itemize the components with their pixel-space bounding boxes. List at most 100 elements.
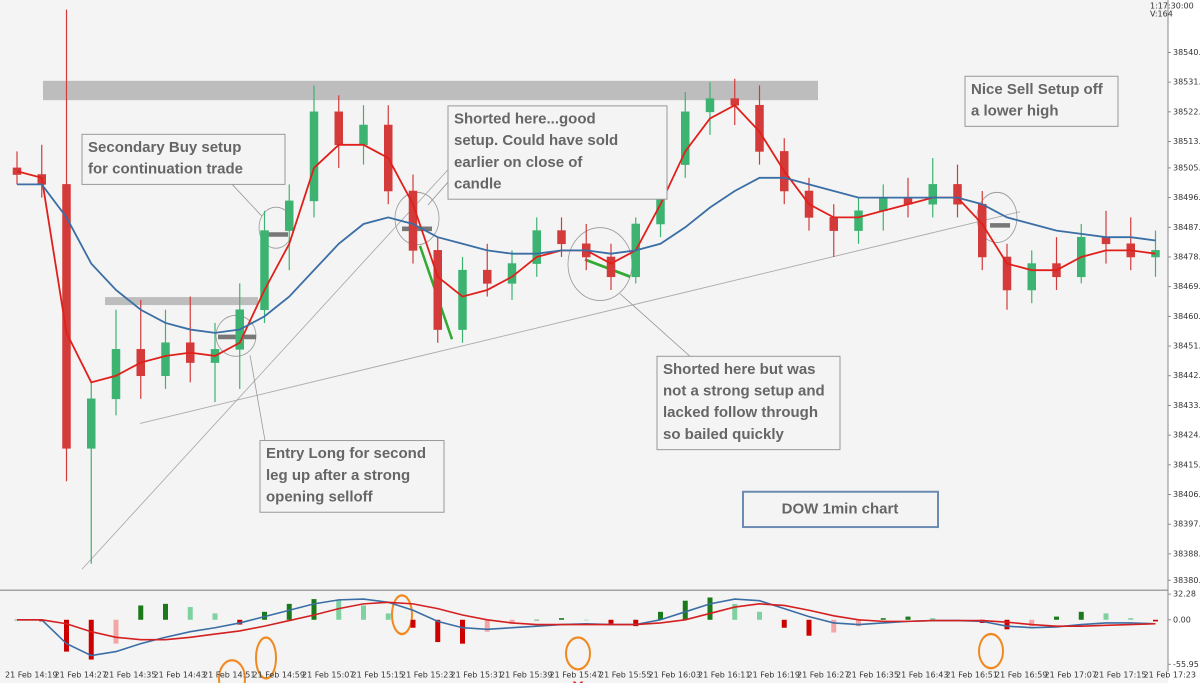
histogram-bar (484, 619, 490, 632)
annotation-text: for continuation trade (88, 161, 243, 178)
candle-body (359, 124, 368, 146)
x-tick-label: 21 Feb 14:27 (55, 671, 107, 680)
histogram-bar (534, 619, 540, 621)
annotation-text: opening selloff (266, 488, 374, 505)
header-volume: V:164 (1150, 10, 1173, 19)
histogram-bar (1153, 619, 1158, 622)
histogram-bar (410, 619, 416, 628)
y-tick-label: 38415. (1173, 460, 1200, 469)
candle-body (433, 250, 442, 330)
x-tick-label: 21 Feb 15:39 (500, 671, 552, 680)
candle-body (1101, 236, 1111, 245)
y-tick-label: 38513. (1173, 137, 1200, 146)
plot-area (0, 0, 1171, 683)
title-box (742, 490, 939, 529)
histogram-bar (905, 616, 911, 620)
x-tick-label: 21 Feb 15:47 (550, 671, 602, 680)
histogram-bar (930, 618, 936, 620)
annotation-text: leg up after a strong (266, 467, 410, 484)
x-tick-label: 21 Feb 14:43 (154, 671, 206, 680)
annotation-text: Entry Long for second (266, 445, 426, 462)
header-time: 1:17:30:00 (1150, 2, 1194, 11)
histogram-bar (608, 619, 614, 624)
candle-body (161, 342, 170, 377)
x-tick-label: 21 Feb 16:27 (797, 671, 849, 680)
annotation-text: not a strong setup and (663, 383, 825, 400)
x-tick-label: 21 Feb 15:15 (352, 671, 404, 680)
indicator-line (17, 602, 1156, 639)
histogram-bar (1054, 616, 1059, 620)
annotation-box (447, 105, 668, 200)
candle-body (458, 269, 467, 330)
histogram-bar (138, 605, 144, 620)
histogram-bar (1029, 619, 1035, 627)
histogram-bar (559, 618, 564, 620)
annotation-text: Secondary Buy setup (88, 139, 241, 156)
candle-body (879, 197, 888, 212)
y-tick-label: 38424. (1173, 431, 1200, 440)
histogram-bar (336, 599, 342, 620)
histogram-bar (707, 597, 713, 620)
histogram-bar (187, 607, 193, 620)
trend-line (81, 145, 471, 570)
candle-body (854, 210, 863, 231)
annotation-text: candle (454, 175, 502, 192)
x-tick-label: 21 Feb 17:15 (1094, 671, 1146, 680)
histogram-bar (633, 619, 639, 627)
y-tick-label: 38531. (1173, 78, 1200, 87)
x-tick-label: 21 Feb 17:23 (1144, 671, 1196, 680)
chart-title: DOW 1min chart (782, 500, 899, 517)
histogram-bar (856, 619, 861, 627)
annotation-text: a lower high (971, 103, 1059, 120)
annotation-text: lacked follow through (663, 404, 818, 421)
candle-body (978, 203, 987, 258)
histogram-bar (658, 611, 663, 620)
histogram-bar (732, 603, 738, 620)
histogram-bar (757, 611, 762, 620)
candle-body (309, 111, 319, 202)
histogram-bar (212, 613, 218, 620)
histogram-bar (64, 619, 69, 652)
candle-body (705, 98, 715, 113)
signal-marker: X (572, 678, 584, 683)
annotation-box (81, 133, 286, 185)
y-tick-label: 38496. (1173, 193, 1200, 202)
histogram-bar (509, 619, 515, 624)
y-tick-label: 38442. (1173, 371, 1200, 380)
histogram-bar (583, 619, 589, 621)
histogram-bar (286, 603, 292, 620)
y-tick-label: 38397. (1173, 520, 1200, 529)
candle-body (260, 230, 269, 311)
x-tick-label: 21 Feb 14:51 (203, 671, 255, 680)
candle-body (953, 184, 962, 205)
x-tick-label: 21 Feb 15:23 (401, 671, 453, 680)
y-tick-label: 38469. (1173, 282, 1200, 291)
candle-body (928, 184, 937, 205)
y-tick-label: 38505. (1173, 163, 1200, 172)
y-tick-label: 38540. (1173, 48, 1200, 57)
x-tick-label: 21 Feb 14:19 (5, 671, 57, 680)
x-tick-label: 21 Feb 16:35 (847, 671, 899, 680)
candle-body (87, 398, 96, 449)
y-tick-label: 38388. (1173, 549, 1200, 558)
x-tick-label: 21 Feb 16:03 (649, 671, 701, 680)
y-tick-label: 38433. (1173, 401, 1200, 410)
x-tick-label: 21 Feb 17:07 (1045, 671, 1097, 680)
annotation-text: Shorted here...good (454, 110, 596, 127)
histogram-bar (311, 599, 317, 620)
text-layer: 1:17:30:00 V:164 38540. 38531. 38522. 38513… (5, 2, 1200, 683)
candle-body (408, 190, 418, 251)
x-tick-label: 21 Feb 15:55 (599, 671, 651, 680)
x-tick-label: 21 Feb 16:43 (896, 671, 948, 680)
histogram-bar (1103, 613, 1109, 620)
histogram-bar (806, 619, 812, 636)
candle-body (606, 256, 616, 278)
annotation-text: Nice Sell Setup off (971, 81, 1104, 98)
x-tick-label: 21 Feb 15:07 (302, 671, 354, 680)
trend-line (139, 211, 1021, 424)
histogram-bar (1128, 618, 1134, 620)
candle-body (829, 217, 838, 231)
y-tick-label: 38406. (1173, 490, 1200, 499)
x-tick-label: 21 Feb 14:59 (253, 671, 305, 680)
